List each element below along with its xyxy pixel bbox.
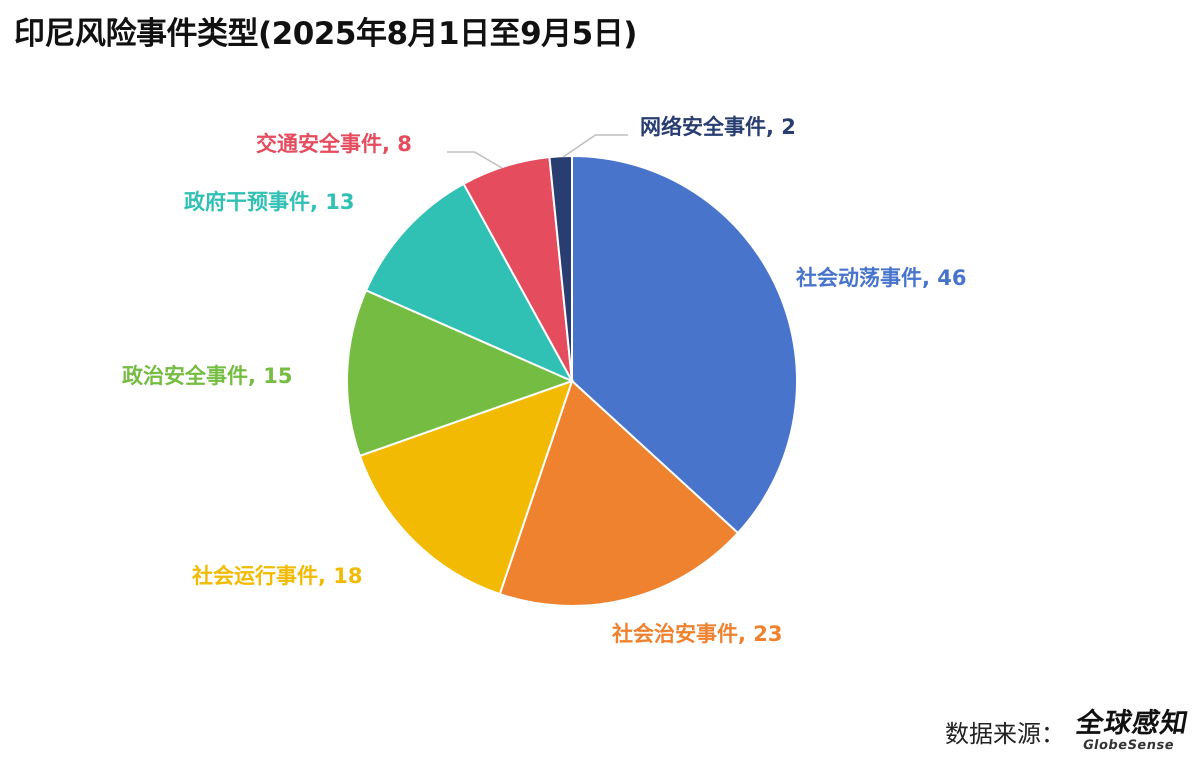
slice-label-6: 交通安全事件, 8 (256, 132, 412, 156)
slice-label-2: 社会治安事件, 23 (611, 622, 783, 646)
chart-title: 印尼风险事件类型(2025年8月1日至9月5日) (14, 16, 637, 52)
pie-slice-7 (548, 154, 573, 382)
logo-text-cn: 全球感知 (1073, 708, 1192, 739)
slice-label-1: 社会动荡事件, 46 (795, 266, 967, 290)
globesense-logo: 全球感知 GlobeSense (1071, 708, 1192, 753)
pie-slice-2 (498, 379, 740, 607)
leader-lines (447, 134, 628, 169)
pie-slice-1 (571, 154, 798, 535)
logo-text-en: GlobeSense (1081, 738, 1176, 753)
pie-slice-3 (358, 379, 574, 596)
pie-slices (346, 154, 798, 607)
slice-label-7: 网络安全事件, 2 (640, 115, 796, 139)
leader-line-7 (562, 134, 628, 158)
slice-labels: 社会动荡事件, 46 社会治安事件, 23 社会运行事件, 18 政治安全事件, 15… (122, 115, 967, 646)
leader-line-6 (447, 151, 503, 169)
source-line: 数据来源： 全球感知 GlobeSense (945, 708, 1192, 753)
slice-label-5: 政府干预事件, 13 (184, 190, 355, 214)
pie-slice-5 (364, 182, 575, 384)
pie-slice-4 (346, 289, 575, 458)
slice-label-4: 政治安全事件, 15 (122, 364, 293, 388)
slice-label-3: 社会运行事件, 18 (191, 564, 363, 588)
source-label: 数据来源： (945, 719, 1065, 748)
